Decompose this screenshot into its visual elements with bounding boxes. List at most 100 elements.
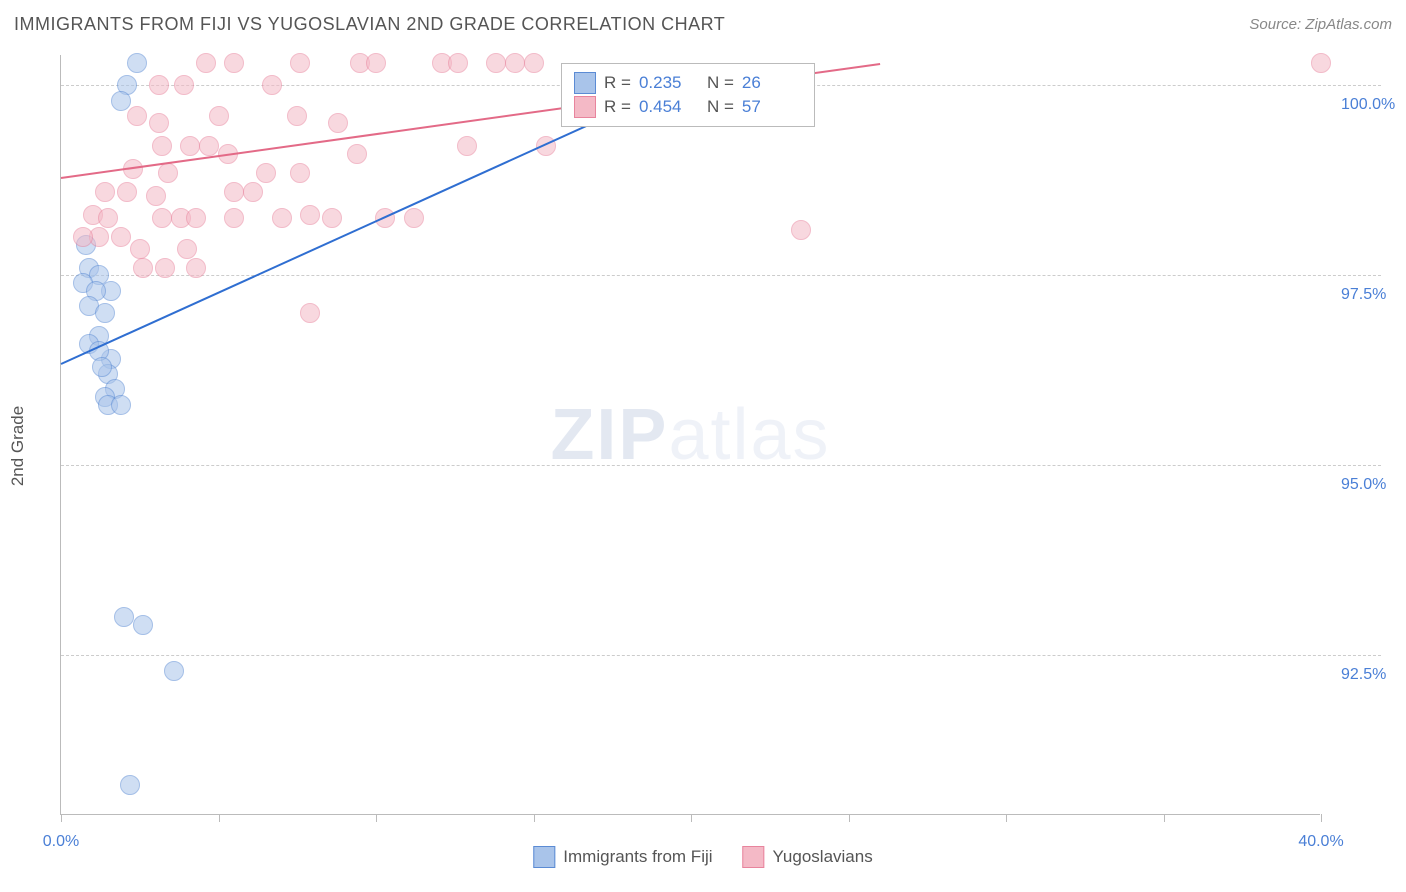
legend-swatch bbox=[574, 96, 596, 118]
scatter-plot-area: ZIPatlas 92.5%95.0%97.5%100.0%0.0%40.0%R… bbox=[60, 55, 1320, 815]
y-tick-label: 100.0% bbox=[1341, 96, 1395, 114]
data-point bbox=[347, 144, 367, 164]
data-point bbox=[114, 607, 134, 627]
data-point bbox=[199, 136, 219, 156]
data-point bbox=[180, 136, 200, 156]
data-point bbox=[155, 258, 175, 278]
x-tick bbox=[849, 814, 850, 822]
gridline bbox=[61, 655, 1381, 656]
data-point bbox=[92, 357, 112, 377]
data-point bbox=[158, 163, 178, 183]
legend-label: Immigrants from Fiji bbox=[563, 847, 712, 867]
data-point bbox=[448, 53, 468, 73]
x-tick bbox=[1164, 814, 1165, 822]
data-point bbox=[300, 303, 320, 323]
data-point bbox=[186, 258, 206, 278]
data-point bbox=[186, 208, 206, 228]
legend-swatch bbox=[574, 72, 596, 94]
legend-row: R = 0.235 N = 26 bbox=[574, 72, 802, 94]
data-point bbox=[111, 395, 131, 415]
data-point bbox=[243, 182, 263, 202]
x-tick bbox=[219, 814, 220, 822]
data-point bbox=[300, 205, 320, 225]
gridline bbox=[61, 275, 1381, 276]
legend-swatch bbox=[743, 846, 765, 868]
watermark-rest: atlas bbox=[668, 395, 830, 475]
r-value: 0.454 bbox=[639, 97, 699, 117]
data-point bbox=[322, 208, 342, 228]
data-point bbox=[272, 208, 292, 228]
watermark-bold: ZIP bbox=[550, 395, 668, 475]
data-point bbox=[95, 303, 115, 323]
data-point bbox=[224, 182, 244, 202]
data-point bbox=[196, 53, 216, 73]
data-point bbox=[133, 258, 153, 278]
data-point bbox=[209, 106, 229, 126]
n-label: N = bbox=[707, 97, 734, 117]
data-point bbox=[524, 53, 544, 73]
data-point bbox=[149, 75, 169, 95]
data-point bbox=[127, 53, 147, 73]
legend-swatch bbox=[533, 846, 555, 868]
data-point bbox=[152, 136, 172, 156]
r-label: R = bbox=[604, 73, 631, 93]
data-point bbox=[328, 113, 348, 133]
n-value: 26 bbox=[742, 73, 802, 93]
data-point bbox=[1311, 53, 1331, 73]
gridline bbox=[61, 465, 1381, 466]
data-point bbox=[117, 182, 137, 202]
data-point bbox=[224, 53, 244, 73]
n-value: 57 bbox=[742, 97, 802, 117]
x-tick bbox=[534, 814, 535, 822]
data-point bbox=[486, 53, 506, 73]
data-point bbox=[164, 661, 184, 681]
data-point bbox=[290, 53, 310, 73]
data-point bbox=[111, 227, 131, 247]
y-tick-label: 92.5% bbox=[1341, 666, 1386, 684]
r-value: 0.235 bbox=[639, 73, 699, 93]
data-point bbox=[133, 615, 153, 635]
source-prefix: Source: bbox=[1249, 16, 1305, 33]
data-point bbox=[256, 163, 276, 183]
data-point bbox=[262, 75, 282, 95]
source-name: ZipAtlas.com bbox=[1305, 16, 1392, 33]
x-tick bbox=[1006, 814, 1007, 822]
x-tick bbox=[376, 814, 377, 822]
data-point bbox=[404, 208, 424, 228]
data-point bbox=[505, 53, 525, 73]
source-attribution: Source: ZipAtlas.com bbox=[1249, 16, 1392, 34]
data-point bbox=[224, 208, 244, 228]
data-point bbox=[95, 182, 115, 202]
data-point bbox=[120, 775, 140, 795]
y-axis-label: 2nd Grade bbox=[8, 406, 28, 486]
watermark: ZIPatlas bbox=[550, 394, 830, 476]
data-point bbox=[791, 220, 811, 240]
data-point bbox=[287, 106, 307, 126]
data-point bbox=[98, 208, 118, 228]
data-point bbox=[111, 91, 131, 111]
data-point bbox=[73, 227, 93, 247]
y-tick-label: 95.0% bbox=[1341, 476, 1386, 494]
legend-item: Immigrants from Fiji bbox=[533, 846, 712, 868]
n-label: N = bbox=[707, 73, 734, 93]
series-legend: Immigrants from Fiji Yugoslavians bbox=[533, 846, 872, 868]
data-point bbox=[177, 239, 197, 259]
data-point bbox=[149, 113, 169, 133]
data-point bbox=[290, 163, 310, 183]
chart-title: IMMIGRANTS FROM FIJI VS YUGOSLAVIAN 2ND … bbox=[14, 14, 725, 35]
data-point bbox=[146, 186, 166, 206]
x-tick-label: 40.0% bbox=[1298, 833, 1343, 851]
correlation-legend: R = 0.235 N = 26 R = 0.454 N = 57 bbox=[561, 63, 815, 127]
legend-row: R = 0.454 N = 57 bbox=[574, 96, 802, 118]
x-tick bbox=[61, 814, 62, 822]
data-point bbox=[457, 136, 477, 156]
x-tick bbox=[691, 814, 692, 822]
data-point bbox=[366, 53, 386, 73]
r-label: R = bbox=[604, 97, 631, 117]
x-tick bbox=[1321, 814, 1322, 822]
legend-label: Yugoslavians bbox=[773, 847, 873, 867]
data-point bbox=[152, 208, 172, 228]
y-tick-label: 97.5% bbox=[1341, 286, 1386, 304]
data-point bbox=[130, 239, 150, 259]
legend-item: Yugoslavians bbox=[743, 846, 873, 868]
